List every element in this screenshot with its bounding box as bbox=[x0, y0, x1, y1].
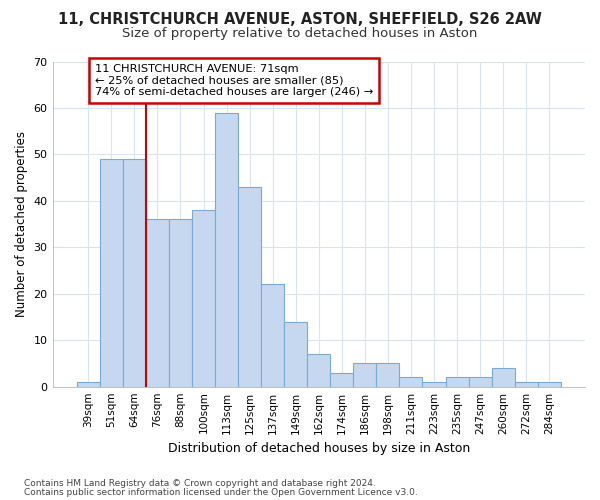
Bar bbox=[353, 364, 376, 386]
Text: 11 CHRISTCHURCH AVENUE: 71sqm
← 25% of detached houses are smaller (85)
74% of s: 11 CHRISTCHURCH AVENUE: 71sqm ← 25% of d… bbox=[95, 64, 373, 97]
Bar bbox=[215, 112, 238, 386]
Bar bbox=[330, 372, 353, 386]
Bar bbox=[376, 364, 400, 386]
Bar bbox=[307, 354, 330, 386]
Bar bbox=[284, 322, 307, 386]
Bar bbox=[261, 284, 284, 386]
Bar bbox=[146, 220, 169, 386]
Text: Contains HM Land Registry data © Crown copyright and database right 2024.: Contains HM Land Registry data © Crown c… bbox=[24, 479, 376, 488]
Bar bbox=[515, 382, 538, 386]
Text: Size of property relative to detached houses in Aston: Size of property relative to detached ho… bbox=[122, 28, 478, 40]
Bar bbox=[77, 382, 100, 386]
Bar bbox=[446, 378, 469, 386]
Bar bbox=[169, 220, 192, 386]
Bar bbox=[469, 378, 491, 386]
Bar bbox=[491, 368, 515, 386]
Text: 11, CHRISTCHURCH AVENUE, ASTON, SHEFFIELD, S26 2AW: 11, CHRISTCHURCH AVENUE, ASTON, SHEFFIEL… bbox=[58, 12, 542, 28]
Bar bbox=[422, 382, 446, 386]
Text: Contains public sector information licensed under the Open Government Licence v3: Contains public sector information licen… bbox=[24, 488, 418, 497]
Bar bbox=[100, 159, 123, 386]
Bar bbox=[238, 187, 261, 386]
Bar bbox=[192, 210, 215, 386]
Bar bbox=[538, 382, 561, 386]
X-axis label: Distribution of detached houses by size in Aston: Distribution of detached houses by size … bbox=[167, 442, 470, 455]
Y-axis label: Number of detached properties: Number of detached properties bbox=[15, 131, 28, 317]
Bar bbox=[123, 159, 146, 386]
Bar bbox=[400, 378, 422, 386]
